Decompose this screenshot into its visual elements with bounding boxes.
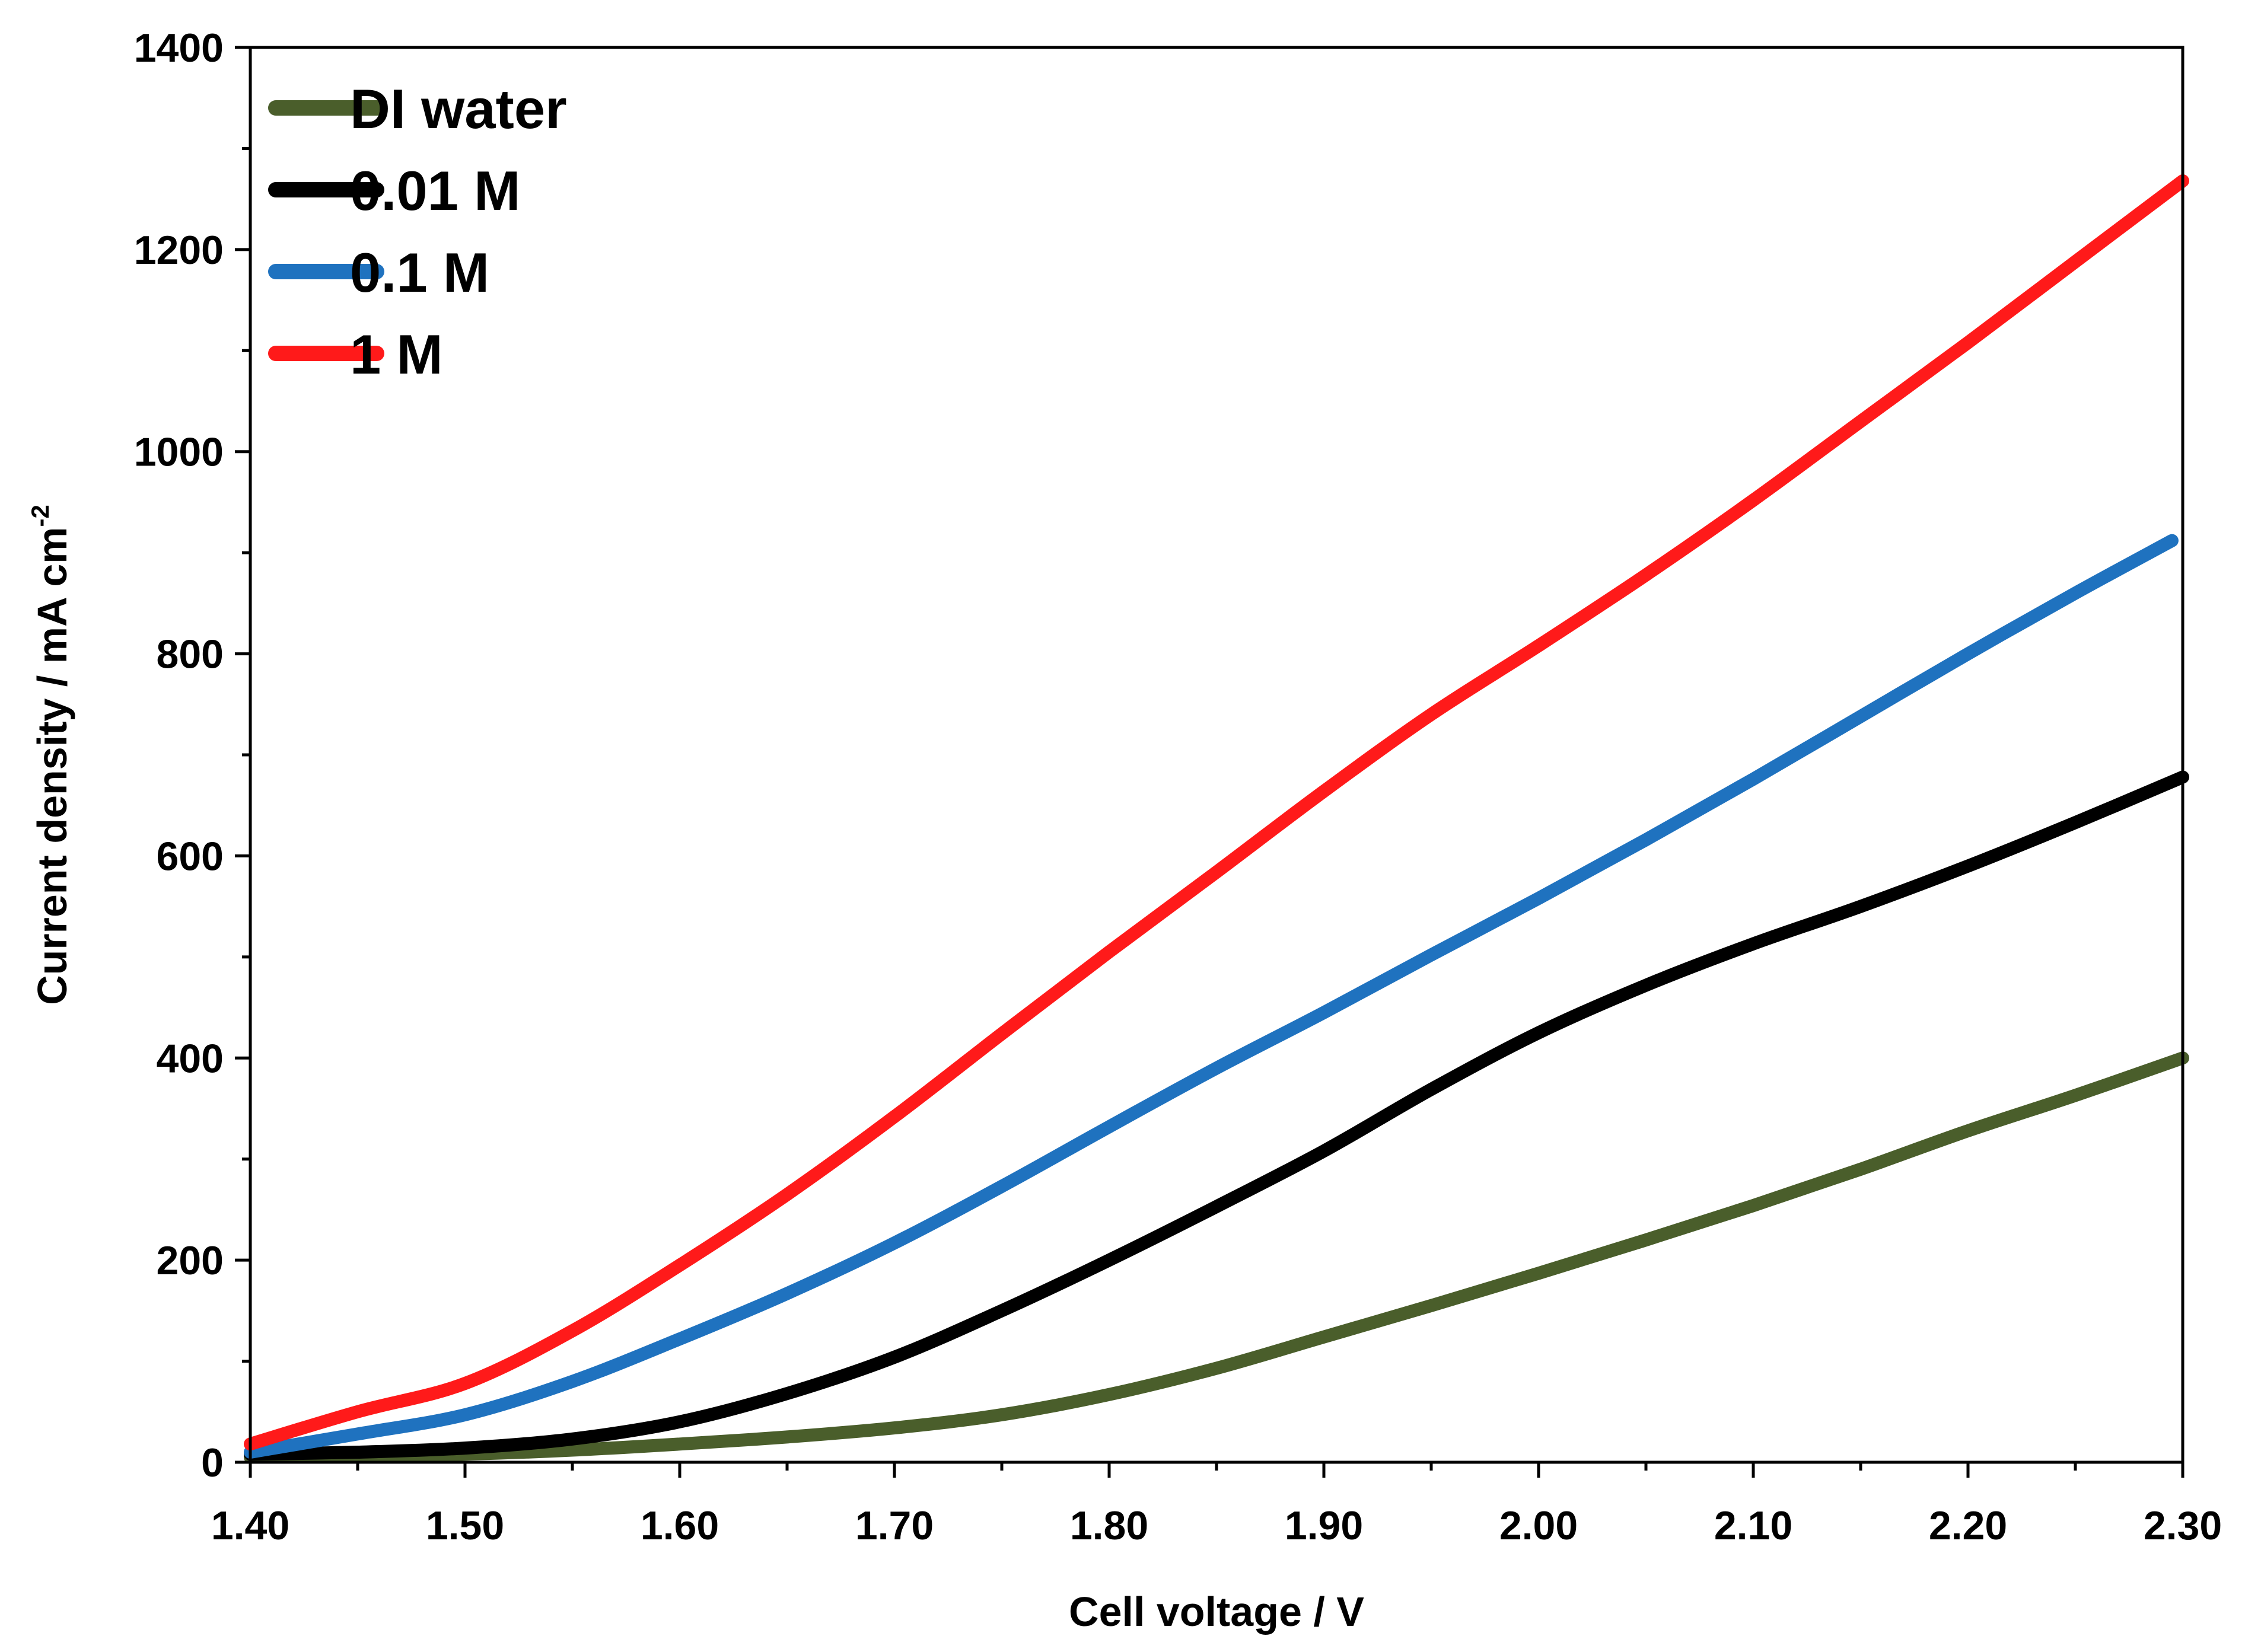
x-tick-label: 1.70 [855,1503,934,1548]
y-axis-ticks: 0 200 400 600 800 1000 1200 1400 [134,25,250,1485]
legend-label-0-01-m: 0.01 M [350,160,520,222]
y-axis-title: Current density / mA cm-2 [26,505,75,1005]
series-line-0-1-m [244,534,2179,1459]
y-tick-label: 800 [157,632,224,677]
legend-label-di-water: DI water [350,78,567,140]
y-axis-title-main: Current density / mA cm [29,527,75,1004]
x-tick-label: 2.10 [1714,1503,1792,1548]
x-tick-label: 1.40 [211,1503,289,1548]
x-axis-title: Cell voltage / V [1069,1589,1364,1635]
x-tick-label: 1.50 [426,1503,504,1548]
y-tick-label: 600 [157,834,224,879]
x-tick-label: 2.00 [1499,1503,1578,1548]
y-axis-title-superscript: -2 [26,505,54,527]
x-tick-label: 1.60 [641,1503,719,1548]
series-layer [244,174,2189,1464]
y-tick-label: 1400 [134,25,224,71]
y-tick-label: 400 [157,1036,224,1081]
x-axis-ticks: 1.40 1.50 1.60 1.70 1.80 1.90 2.00 2.10 2.20 2.30 [211,1462,2222,1548]
series-line-1-m [244,174,2189,1451]
legend: DI water 0.01 M 0.1 M 1 M [268,78,567,385]
x-tick-label: 1.90 [1285,1503,1363,1548]
y-tick-label: 1200 [134,228,224,273]
x-tick-label: 1.80 [1070,1503,1148,1548]
x-tick-label: 2.20 [1929,1503,2007,1548]
y-tick-label: 0 [201,1440,224,1485]
y-tick-label: 1000 [134,430,224,475]
legend-label-0-1-m: 0.1 M [350,241,489,304]
series-line-di-water [244,1051,2189,1464]
y-tick-label: 200 [157,1238,224,1283]
series-line-0-01-m [244,770,2189,1461]
legend-label-1-m: 1 M [350,323,443,385]
x-tick-label: 2.30 [2144,1503,2222,1548]
